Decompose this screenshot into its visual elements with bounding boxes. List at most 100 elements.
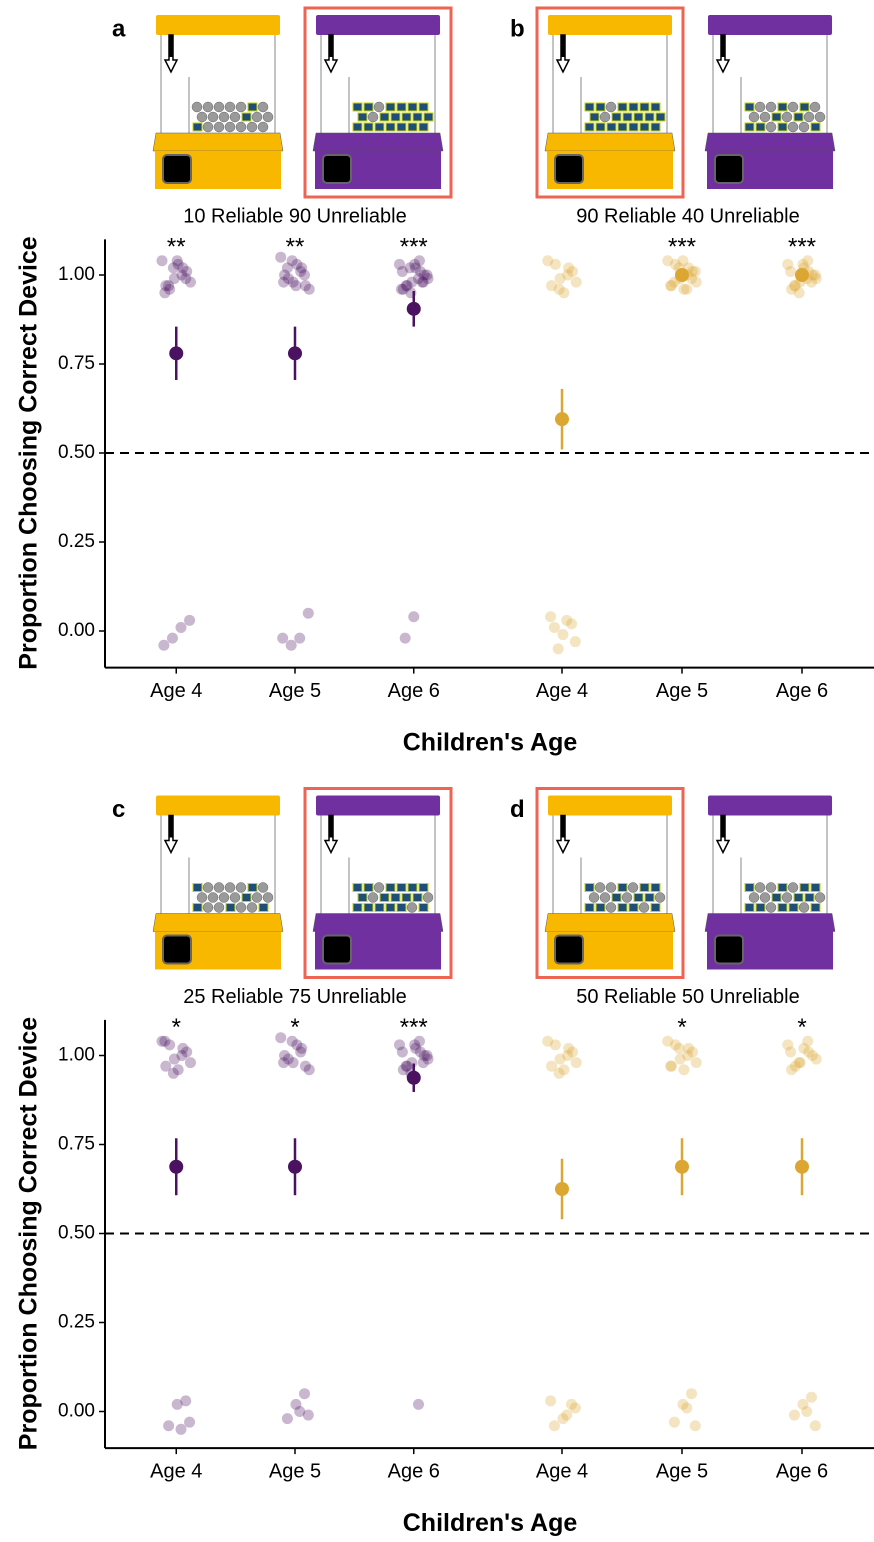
prize-ball [804,112,814,122]
prize-toy [364,103,373,111]
prize-ball [192,102,202,112]
prize-ball [258,122,268,132]
prize-ball [214,883,224,893]
prize-ball [628,883,638,893]
significance-stars: *** [400,233,428,260]
prize-toy [397,103,406,111]
prize-toy [772,894,781,902]
y-tick-label: 0.00 [58,1401,95,1422]
response-point [303,608,314,619]
response-point [157,255,168,266]
prize-toy [745,904,754,912]
prize-toy [248,884,257,892]
prize-ball [252,893,262,903]
response-point [184,615,195,626]
prize-ball [606,883,616,893]
response-point [400,633,411,644]
response-point [176,1050,187,1061]
response-point [184,1417,195,1428]
prize-ball [755,102,765,112]
prize-ball [782,893,792,903]
response-point [678,1064,689,1075]
claw-bar [329,816,333,838]
prize-ball [815,112,825,122]
y-tick-label: 0.50 [58,1223,95,1244]
prize-toy [634,894,643,902]
mean-point [407,1071,421,1085]
machine-slot [323,155,351,183]
machine-top [708,15,832,35]
response-point [185,1057,196,1068]
prize-toy [612,894,621,902]
prize-ball [219,893,229,903]
prize-toy [358,894,367,902]
response-point [304,284,315,295]
mean-point [288,1160,302,1174]
prize-ball [236,102,246,112]
response-point [409,1039,420,1050]
prize-ball [799,122,809,132]
machine-top [156,15,280,35]
machine-slot [163,155,191,183]
prize-toy [402,894,411,902]
significance-stars: *** [788,233,816,260]
prize-toy [772,113,781,121]
claw-bar [561,35,565,57]
prize-ball [236,883,246,893]
prize-ball [225,102,235,112]
claw-bar [721,35,725,57]
machine-top [316,15,440,35]
prize-toy [353,103,362,111]
prize-toy [623,113,632,121]
response-point [681,284,692,295]
response-point [690,266,701,277]
prize-toy [585,884,594,892]
prize-ball [788,122,798,132]
prize-toy [794,113,803,121]
response-point [794,1057,805,1068]
prize-toy [789,904,798,912]
prize-ball [197,893,207,903]
y-tick-label: 0.00 [58,620,95,641]
prize-toy [778,884,787,892]
prize-ball [214,102,224,112]
prize-toy [596,103,605,111]
prize-toy [386,884,395,892]
prize-toy [651,103,660,111]
response-point [554,1068,565,1079]
prize-toy [640,103,649,111]
prize-ball [423,893,433,903]
prize-ball [788,102,798,112]
prize-toy [596,123,605,131]
prize-toy [634,113,643,121]
significance-stars: * [797,1014,806,1041]
prize-ball [655,893,665,903]
prize-toy [419,103,428,111]
prize-toy [618,884,627,892]
prize-ball [788,883,798,893]
prize-toy [413,894,422,902]
x-tick-label: Age 6 [388,680,440,702]
response-point [408,611,419,622]
x-axis-title: Children's Age [403,729,578,757]
prize-ball [258,102,268,112]
machine-slot [555,155,583,183]
prize-ball [368,893,378,903]
significance-stars: * [172,1014,181,1041]
prize-toy [629,904,638,912]
response-point [275,252,286,263]
response-point [553,643,564,654]
prize-toy [375,904,384,912]
prize-toy [419,904,428,912]
response-point [278,277,289,288]
figure: a10 Reliable 90 Unreliable0.000.250.500.… [0,0,874,1542]
claw-bar [169,816,173,838]
response-point [681,1402,692,1413]
prize-ball [782,112,792,122]
response-point [691,1057,702,1068]
prize-toy [618,103,627,111]
prize-ball [236,122,246,132]
response-point [665,1061,676,1072]
mean-point [288,346,302,360]
y-tick-label: 1.00 [58,264,95,285]
